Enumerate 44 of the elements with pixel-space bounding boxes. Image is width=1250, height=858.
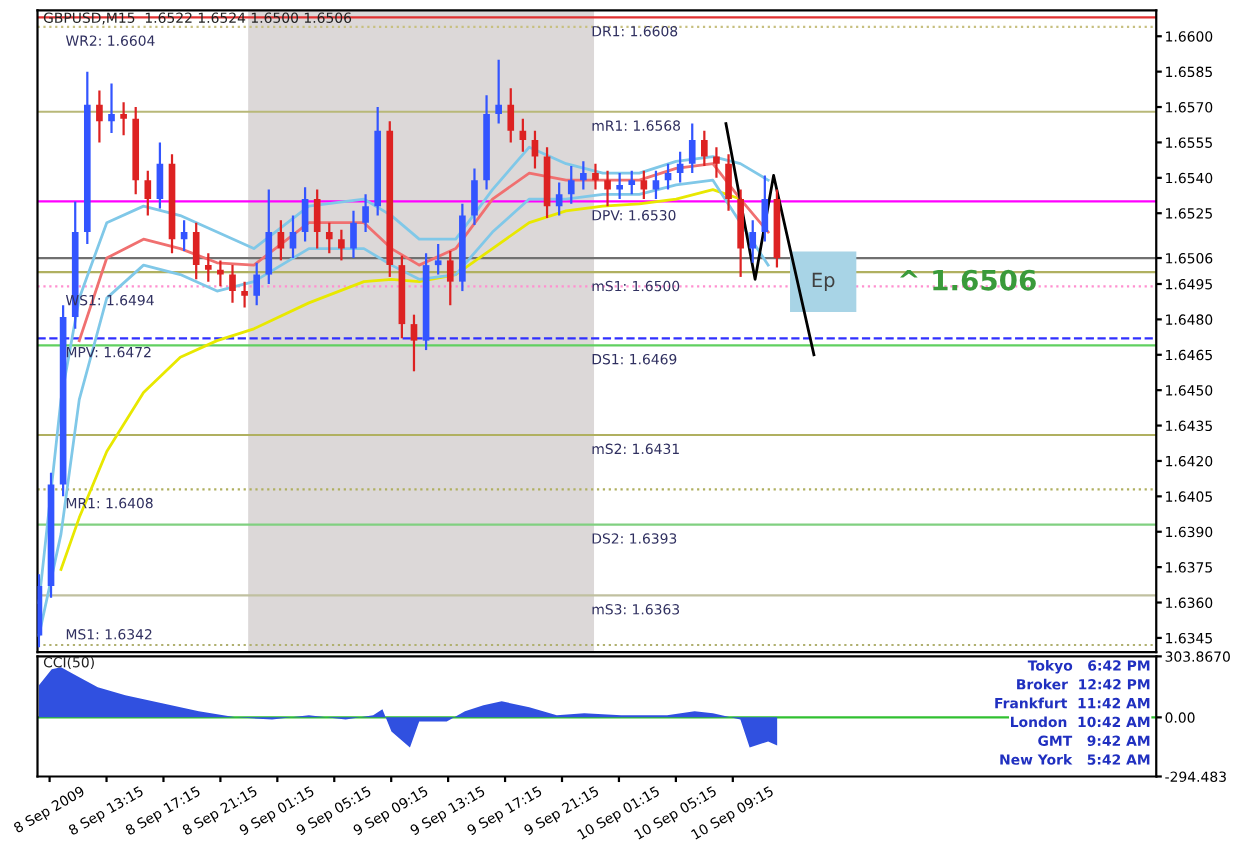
candlestick <box>277 219 285 262</box>
line-series <box>59 188 742 571</box>
annotation: Ep <box>812 272 835 292</box>
candlestick <box>325 221 333 255</box>
candlestick <box>229 264 236 304</box>
candlestick <box>265 188 273 286</box>
candlestick <box>640 169 648 201</box>
candlestick <box>120 101 127 137</box>
candlestick <box>495 58 502 125</box>
candlestick <box>531 129 539 170</box>
candlestick <box>446 249 454 307</box>
candlestick <box>713 146 720 179</box>
candlestick <box>628 169 636 196</box>
candlestick <box>338 228 345 262</box>
candlestick <box>108 82 115 135</box>
candlestick <box>652 169 660 201</box>
candlestick <box>592 162 599 191</box>
candlestick <box>507 87 515 144</box>
candlestick <box>434 242 442 276</box>
candlestick <box>253 261 261 307</box>
candlestick <box>217 259 224 288</box>
candlestick <box>192 221 200 281</box>
candlestick <box>616 171 623 201</box>
candlestick <box>204 252 212 283</box>
candlestick <box>301 186 309 243</box>
candlestick <box>241 280 248 309</box>
line-series <box>724 122 816 357</box>
candlestick <box>350 209 357 260</box>
candlestick <box>313 188 321 250</box>
candlestick <box>761 174 769 243</box>
candlestick <box>555 181 563 217</box>
candlestick <box>701 129 708 168</box>
candlestick <box>96 89 103 144</box>
candlestick <box>749 219 757 264</box>
candlestick <box>604 169 611 208</box>
candlestick <box>725 153 732 212</box>
candlestick <box>567 164 575 205</box>
candlestick <box>289 214 297 260</box>
candlestick <box>144 169 152 217</box>
candlestick <box>362 193 369 234</box>
candlestick <box>580 160 587 191</box>
candlestick <box>471 167 478 227</box>
candlestick <box>688 122 696 175</box>
candlestick <box>410 313 418 373</box>
